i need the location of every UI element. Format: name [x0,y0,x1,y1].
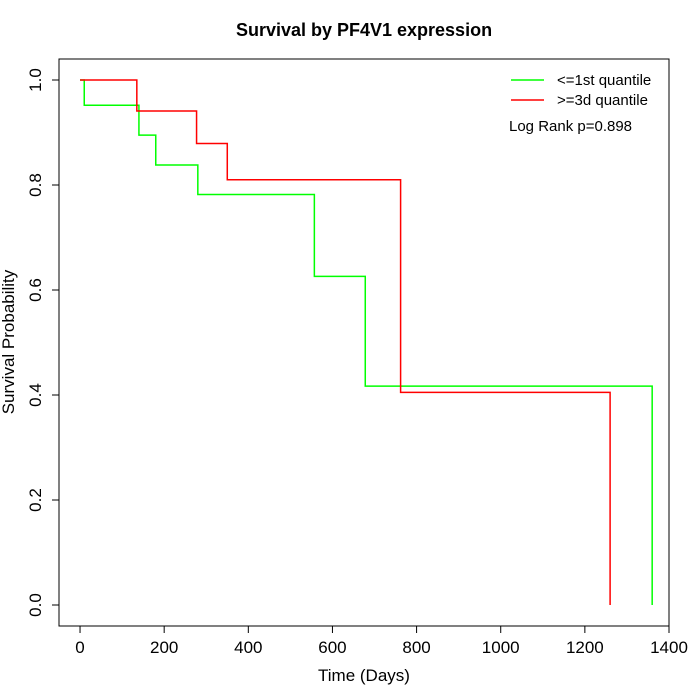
y-tick-label: 0.2 [26,488,45,512]
x-tick-label: 600 [318,638,346,657]
plot-frame [58,58,670,627]
x-tick-label: 200 [150,638,178,657]
x-tick-label: 1000 [482,638,520,657]
y-axis-label: Survival Probability [0,269,18,414]
x-tick-label: 0 [75,638,84,657]
x-tick-label: 1400 [650,638,688,657]
y-tick-label: 0.8 [26,173,45,197]
survival-curve-1 [80,79,653,605]
log-rank-annotation: Log Rank p=0.898 [509,118,632,135]
survival-curves [80,79,653,605]
y-axis: 0.0 0.2 0.4 0.6 0.8 1.0 [26,68,60,617]
x-tick-label: 400 [234,638,262,657]
legend: <=1st quantile >=3d quantile [511,72,651,109]
y-tick-label: 1.0 [26,68,45,92]
survival-curve-2 [80,79,611,605]
chart-title: Survival by PF4V1 expression [236,20,492,40]
y-tick-label: 0.0 [26,593,45,617]
x-tick-label: 800 [402,638,430,657]
x-axis: 0 200 400 600 800 1000 1200 1400 [75,625,688,657]
legend-label-1: <=1st quantile [557,72,651,89]
x-tick-label: 1200 [566,638,604,657]
y-tick-label: 0.4 [26,383,45,407]
legend-label-2: >=3d quantile [557,92,648,109]
x-axis-label: Time (Days) [318,666,410,685]
y-tick-label: 0.6 [26,278,45,302]
